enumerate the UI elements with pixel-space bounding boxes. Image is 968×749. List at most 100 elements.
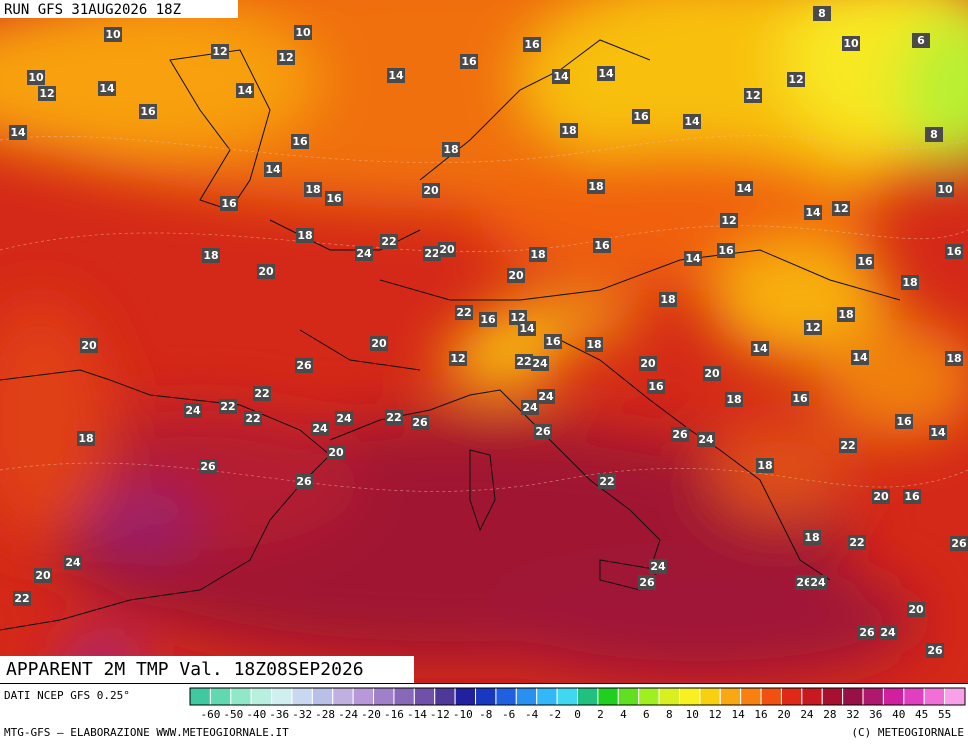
data-source: DATI NCEP GFS 0.25° <box>4 689 130 702</box>
label-value: 14 <box>684 115 700 128</box>
point-label: 14 <box>9 125 27 140</box>
label-value: 16 <box>904 490 920 503</box>
label-value: 24 <box>880 626 896 639</box>
label-box <box>202 248 220 263</box>
label-box <box>325 191 343 206</box>
label-box <box>703 366 721 381</box>
label-value: 12 <box>721 214 736 227</box>
label-value: 8 <box>930 128 938 141</box>
label-value: 18 <box>530 248 545 261</box>
point-label: 20 <box>438 242 456 257</box>
point-label: 16 <box>717 243 735 258</box>
label-box <box>296 228 314 243</box>
legend-swatch <box>699 687 721 706</box>
point-label: 12 <box>277 50 295 65</box>
label-value: 26 <box>951 537 967 550</box>
point-label: 18 <box>587 179 605 194</box>
label-box <box>80 338 98 353</box>
label-box <box>552 69 570 84</box>
label-box <box>521 400 539 415</box>
label-box <box>387 68 405 83</box>
legend-swatch <box>801 687 823 706</box>
point-label: 16 <box>791 391 809 406</box>
label-box <box>34 568 52 583</box>
label-box <box>264 162 282 177</box>
point-label: 24 <box>184 403 202 418</box>
point-label: 14 <box>552 69 570 84</box>
label-value: 14 <box>752 342 768 355</box>
point-label: 10 <box>27 70 45 85</box>
label-value: 26 <box>535 425 551 438</box>
label-value: 16 <box>292 135 308 148</box>
legend-swatch <box>413 687 436 706</box>
legend-swatch <box>862 687 884 706</box>
legend-swatch <box>577 687 599 706</box>
label-value: 24 <box>356 247 372 260</box>
point-label: 22 <box>13 591 31 606</box>
label-value: 14 <box>598 67 614 80</box>
legend-swatch <box>230 687 252 706</box>
legend-tick-label: -40 <box>246 708 266 721</box>
legend-tick-label: -36 <box>269 708 289 721</box>
legend-swatch <box>678 687 701 706</box>
legend-swatch <box>475 687 497 706</box>
label-value: 18 <box>78 432 93 445</box>
legend-swatch <box>454 687 477 706</box>
point-label: 20 <box>422 183 440 198</box>
label-box <box>795 575 813 590</box>
point-label: 26 <box>295 474 313 489</box>
label-value: 14 <box>685 252 701 265</box>
legend-tick-label: 24 <box>800 708 814 721</box>
legend-tick-label: -50 <box>223 708 243 721</box>
run-header: RUN GFS 31AUG2026 18Z <box>4 2 181 18</box>
label-box <box>13 591 31 606</box>
label-value: 10 <box>28 71 44 84</box>
point-label: 16 <box>479 312 497 327</box>
label-box <box>9 125 27 140</box>
label-box <box>98 81 116 96</box>
point-label: 16 <box>523 37 541 52</box>
point-label: 14 <box>751 341 769 356</box>
point-label: 14 <box>684 251 702 266</box>
label-value: 12 <box>39 87 54 100</box>
label-box <box>220 196 238 211</box>
isotherms <box>0 135 968 492</box>
point-label: 12 <box>787 72 805 87</box>
point-label: 10 <box>842 36 860 51</box>
label-value: 12 <box>805 321 820 334</box>
label-box <box>851 350 869 365</box>
legend-tick-label: 0 <box>574 708 581 721</box>
label-value: 24 <box>810 576 826 589</box>
label-box <box>638 575 656 590</box>
point-label: 14 <box>804 205 822 220</box>
label-value: 18 <box>726 393 741 406</box>
point-label: 18 <box>296 228 314 243</box>
point-label: 14 <box>851 350 869 365</box>
legend-tick-label: 40 <box>892 708 905 721</box>
label-value: 16 <box>524 38 540 51</box>
label-value: 22 <box>840 439 855 452</box>
label-box <box>751 341 769 356</box>
point-label: 18 <box>304 182 322 197</box>
legend-swatch <box>291 687 313 706</box>
point-label: 18 <box>945 351 963 366</box>
label-value: 24 <box>312 422 328 435</box>
legend-tick-label: -4 <box>525 708 539 721</box>
label-value: 12 <box>450 352 465 365</box>
label-value: 24 <box>65 556 81 569</box>
label-box <box>139 104 157 119</box>
point-label: 12 <box>744 88 762 103</box>
label-value: 10 <box>937 183 953 196</box>
label-box <box>236 83 254 98</box>
point-label: 18 <box>560 123 578 138</box>
point-label: 16 <box>647 379 665 394</box>
label-value: 14 <box>265 163 281 176</box>
legend-tick-label: 12 <box>709 708 722 721</box>
label-box <box>929 425 947 440</box>
point-label: 10 <box>104 27 122 42</box>
legend-swatch <box>271 687 293 706</box>
label-value: 24 <box>538 390 554 403</box>
point-label: 18 <box>659 292 677 307</box>
